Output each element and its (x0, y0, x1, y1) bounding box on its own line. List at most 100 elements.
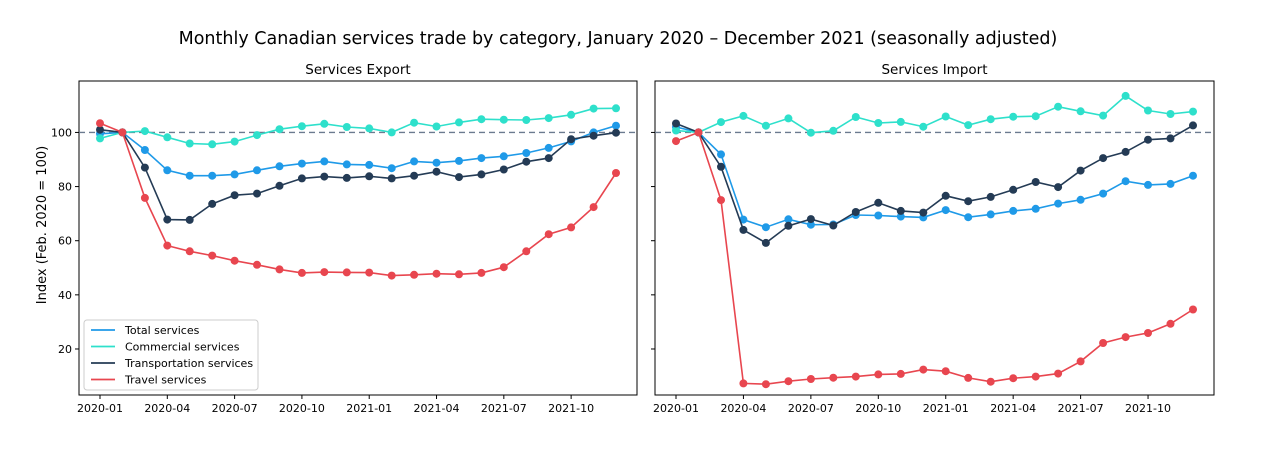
y-tick-label: 80 (58, 181, 72, 194)
data-point (1144, 329, 1152, 337)
data-point (185, 247, 194, 256)
data-point (806, 375, 815, 383)
legend-entry: Commercial services (125, 341, 240, 354)
series-commercial-services (672, 91, 1197, 137)
x-tick-label: 2020-07 (788, 402, 834, 415)
panel-title: Services Export (305, 62, 410, 78)
data-point (896, 117, 905, 126)
data-point (806, 128, 815, 137)
data-point (1189, 305, 1197, 314)
data-point (784, 215, 793, 224)
data-point (672, 119, 680, 128)
data-point (1054, 102, 1063, 111)
data-point (1121, 177, 1130, 186)
data-point (1009, 112, 1018, 121)
x-tick-label: 2021-07 (481, 402, 527, 415)
series-line-transportation-services (675, 122, 1194, 244)
data-point (986, 192, 995, 201)
data-point (589, 104, 598, 113)
data-point (806, 220, 815, 229)
data-point (964, 373, 973, 382)
data-point (230, 137, 239, 146)
data-point (1144, 106, 1152, 115)
data-point (477, 170, 486, 179)
data-point (1144, 180, 1152, 189)
data-point (387, 164, 396, 173)
data-point (365, 172, 374, 181)
data-point (829, 221, 838, 230)
y-tick-label: 100 (51, 126, 72, 139)
series-transportation-services (96, 125, 620, 224)
data-point (1054, 199, 1063, 208)
series-total-services (96, 121, 620, 180)
series-total-services (672, 123, 1197, 232)
data-point (1099, 111, 1108, 120)
y-tick-label: 40 (58, 289, 72, 302)
data-point (717, 162, 725, 171)
data-point (806, 215, 815, 224)
data-point (1144, 135, 1152, 144)
data-point (365, 124, 374, 133)
series-line-total-services (99, 124, 617, 177)
data-point (544, 114, 553, 123)
data-point (163, 166, 172, 175)
data-point (1121, 147, 1130, 156)
data-point (118, 128, 127, 137)
data-point (829, 126, 838, 135)
data-point (230, 191, 239, 200)
data-point (208, 251, 217, 260)
data-point (455, 156, 463, 165)
data-point (986, 210, 995, 219)
data-point (1166, 179, 1175, 188)
data-point (761, 238, 770, 247)
data-point (275, 181, 284, 190)
legend-entry: Transportation services (124, 357, 253, 370)
data-point (230, 170, 239, 179)
data-point (941, 191, 950, 200)
panel-import: Services Import 2020-01 2020-04 2020-07 2020… (651, 62, 1215, 415)
y-tick-label: 20 (58, 343, 72, 356)
data-point (964, 213, 973, 222)
data-point (522, 157, 531, 166)
legend-entry: Total services (124, 324, 200, 337)
data-point (851, 113, 860, 121)
data-point (874, 370, 883, 379)
x-tick-label: 2020-04 (720, 402, 766, 415)
data-point (567, 135, 576, 144)
data-point (522, 149, 531, 157)
data-point (230, 256, 239, 265)
data-point (1076, 107, 1085, 116)
data-point (297, 159, 306, 168)
series-line-total-services (675, 126, 1194, 229)
data-point (829, 373, 838, 382)
data-point (365, 160, 374, 169)
data-point (612, 121, 620, 130)
data-point (410, 118, 419, 127)
data-point (1166, 319, 1175, 328)
data-point (1076, 166, 1085, 175)
data-point (567, 110, 576, 119)
data-point (477, 115, 486, 124)
data-point (544, 230, 553, 239)
y-axis-label: Index (Feb. 2020 = 100) (35, 146, 50, 304)
panel-title: Services Import (881, 62, 987, 78)
data-point (320, 119, 329, 128)
data-point (163, 215, 172, 224)
data-point (739, 379, 748, 388)
data-point (140, 146, 149, 154)
plot-frame (654, 80, 1215, 396)
data-point (163, 241, 172, 250)
data-point (410, 171, 419, 180)
data-point (432, 122, 441, 131)
data-point (919, 365, 928, 374)
x-tick-label: 2020-01 (77, 402, 123, 415)
data-point (140, 127, 149, 136)
data-point (851, 372, 860, 381)
x-tick-label: 2021-01 (923, 402, 969, 415)
legend: Total services Commercial services Transpo… (83, 319, 259, 391)
data-point (874, 211, 883, 220)
data-point (455, 270, 463, 279)
series-commercial-services (96, 104, 620, 149)
x-tick-label: 2020-10 (855, 402, 901, 415)
data-point (544, 143, 553, 152)
